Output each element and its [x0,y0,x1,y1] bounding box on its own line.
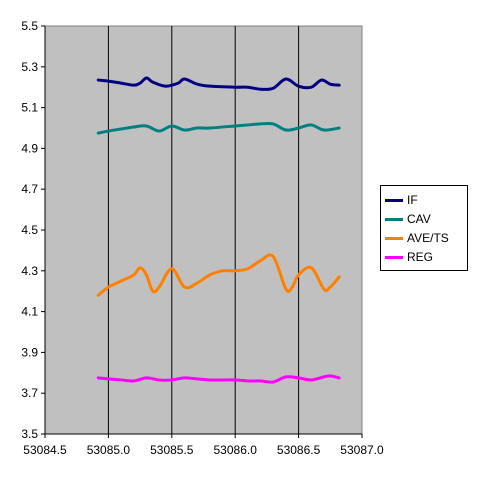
y-tick-label: 4.1 [21,305,38,319]
x-tick-label: 53086.5 [277,443,321,457]
legend-swatch [385,217,403,221]
legend: IF CAV AVE/TS REG [380,185,468,271]
legend-item: REG [385,248,467,266]
y-tick-label: 5.5 [21,19,38,33]
y-tick-label: 4.3 [21,264,38,278]
legend-label: IF [407,193,418,207]
legend-swatch [385,198,403,202]
y-tick-label: 3.7 [21,386,38,400]
y-tick-label: 4.7 [21,182,38,196]
y-tick-label: 3.9 [21,345,38,359]
grid-lines [107,26,300,434]
series-line-ave-ts [96,253,341,297]
y-tick-label: 4.5 [21,223,38,237]
x-tick-label: 53087.0 [340,443,384,457]
y-tick-label: 5.1 [21,101,38,115]
series-line-reg [96,374,341,384]
x-tick-label: 53084.5 [23,443,67,457]
legend-label: AVE/TS [407,231,449,245]
x-tick-label: 53085.5 [150,443,194,457]
legend-swatch [385,255,403,259]
legend-swatch [385,236,403,240]
legend-label: REG [407,250,434,264]
legend-label: CAV [407,212,431,226]
series-layer [96,76,341,384]
series-line-if [96,76,341,91]
legend-item: CAV [385,210,467,228]
series-line-cav [96,121,341,135]
plot-area [44,25,363,435]
x-tick-label: 53085.0 [87,443,131,457]
y-tick-label: 5.3 [21,60,38,74]
legend-item: IF [385,191,467,209]
y-tick-label: 3.5 [21,427,38,441]
y-tick-label: 4.9 [21,141,38,155]
x-tick-label: 53086.0 [214,443,258,457]
axes: 3.5 3.7 3.9 4.1 4.3 4.5 4.7 4.9 5.1 5.3 5.5 53084.5… [21,19,384,457]
legend-item: AVE/TS [385,229,467,247]
